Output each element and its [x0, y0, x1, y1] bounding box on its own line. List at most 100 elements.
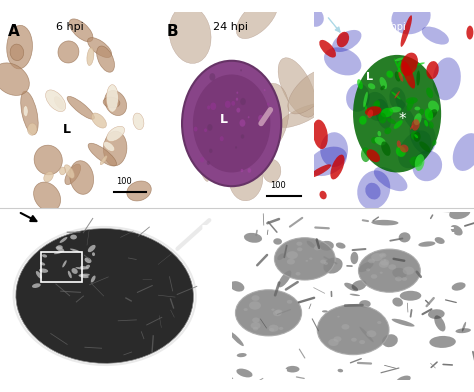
Ellipse shape	[394, 120, 403, 129]
Ellipse shape	[428, 101, 439, 113]
Circle shape	[271, 309, 274, 311]
Ellipse shape	[56, 245, 63, 249]
Text: 24 hpi: 24 hpi	[213, 22, 248, 32]
Ellipse shape	[433, 58, 461, 100]
Ellipse shape	[353, 55, 441, 172]
Ellipse shape	[36, 271, 42, 279]
Circle shape	[324, 262, 328, 265]
Ellipse shape	[0, 63, 29, 95]
Circle shape	[207, 105, 210, 109]
Circle shape	[366, 269, 370, 271]
Ellipse shape	[60, 167, 65, 175]
Ellipse shape	[190, 117, 209, 181]
Ellipse shape	[308, 147, 347, 176]
Circle shape	[341, 324, 349, 330]
Ellipse shape	[428, 109, 437, 118]
Circle shape	[402, 277, 407, 281]
Ellipse shape	[42, 254, 47, 258]
Ellipse shape	[400, 291, 421, 301]
Ellipse shape	[381, 108, 393, 117]
Ellipse shape	[413, 132, 420, 142]
Ellipse shape	[79, 274, 89, 278]
Circle shape	[382, 254, 385, 256]
Ellipse shape	[374, 167, 408, 191]
Ellipse shape	[65, 164, 81, 185]
Ellipse shape	[366, 149, 380, 162]
Ellipse shape	[451, 225, 463, 236]
Circle shape	[251, 322, 261, 329]
Ellipse shape	[435, 237, 445, 244]
Ellipse shape	[79, 274, 90, 276]
Ellipse shape	[319, 191, 327, 199]
Bar	[41, 252, 82, 283]
Ellipse shape	[412, 151, 442, 181]
Ellipse shape	[371, 220, 399, 225]
Ellipse shape	[230, 281, 245, 292]
Ellipse shape	[62, 260, 67, 267]
Ellipse shape	[70, 161, 94, 194]
Ellipse shape	[410, 117, 436, 154]
Ellipse shape	[395, 71, 401, 82]
Ellipse shape	[424, 120, 428, 127]
Circle shape	[269, 328, 274, 332]
Text: 6 hpi: 6 hpi	[55, 22, 83, 32]
Ellipse shape	[330, 154, 345, 180]
Ellipse shape	[373, 102, 380, 110]
Ellipse shape	[358, 262, 374, 272]
Ellipse shape	[426, 87, 433, 98]
Ellipse shape	[332, 30, 362, 52]
Ellipse shape	[337, 32, 349, 47]
Text: 24 hpi: 24 hpi	[374, 22, 405, 32]
Circle shape	[239, 119, 246, 127]
Circle shape	[287, 300, 292, 304]
Ellipse shape	[322, 310, 328, 312]
Ellipse shape	[419, 142, 430, 152]
Circle shape	[309, 258, 312, 260]
Ellipse shape	[304, 7, 324, 27]
Circle shape	[274, 238, 335, 280]
Circle shape	[296, 241, 302, 246]
Circle shape	[235, 146, 237, 149]
Circle shape	[237, 92, 238, 94]
Circle shape	[395, 276, 402, 281]
Ellipse shape	[288, 69, 332, 114]
Circle shape	[366, 330, 376, 337]
Circle shape	[314, 245, 321, 250]
Ellipse shape	[237, 353, 246, 357]
Circle shape	[207, 124, 212, 131]
Ellipse shape	[365, 183, 381, 200]
Ellipse shape	[7, 25, 32, 69]
Ellipse shape	[391, 91, 401, 100]
Circle shape	[287, 251, 298, 259]
Ellipse shape	[87, 47, 94, 65]
Ellipse shape	[395, 58, 404, 61]
Circle shape	[388, 264, 396, 270]
Circle shape	[317, 305, 389, 355]
Ellipse shape	[429, 336, 456, 348]
Circle shape	[258, 115, 264, 122]
Ellipse shape	[456, 328, 471, 333]
Ellipse shape	[374, 100, 380, 107]
Ellipse shape	[88, 38, 111, 58]
Text: 100: 100	[270, 181, 286, 190]
Circle shape	[358, 249, 420, 292]
Ellipse shape	[75, 267, 85, 270]
Ellipse shape	[190, 74, 235, 140]
Ellipse shape	[133, 113, 144, 130]
Ellipse shape	[105, 91, 127, 116]
Ellipse shape	[390, 107, 401, 113]
Circle shape	[210, 103, 216, 110]
Ellipse shape	[397, 67, 404, 79]
Circle shape	[236, 290, 301, 336]
Ellipse shape	[392, 1, 431, 34]
Ellipse shape	[58, 41, 79, 63]
Ellipse shape	[352, 280, 366, 290]
Ellipse shape	[277, 253, 285, 260]
Circle shape	[247, 168, 251, 173]
Ellipse shape	[419, 109, 424, 115]
Ellipse shape	[229, 331, 244, 346]
Ellipse shape	[91, 113, 107, 128]
Ellipse shape	[323, 258, 343, 274]
Ellipse shape	[384, 127, 392, 134]
Circle shape	[273, 310, 282, 316]
